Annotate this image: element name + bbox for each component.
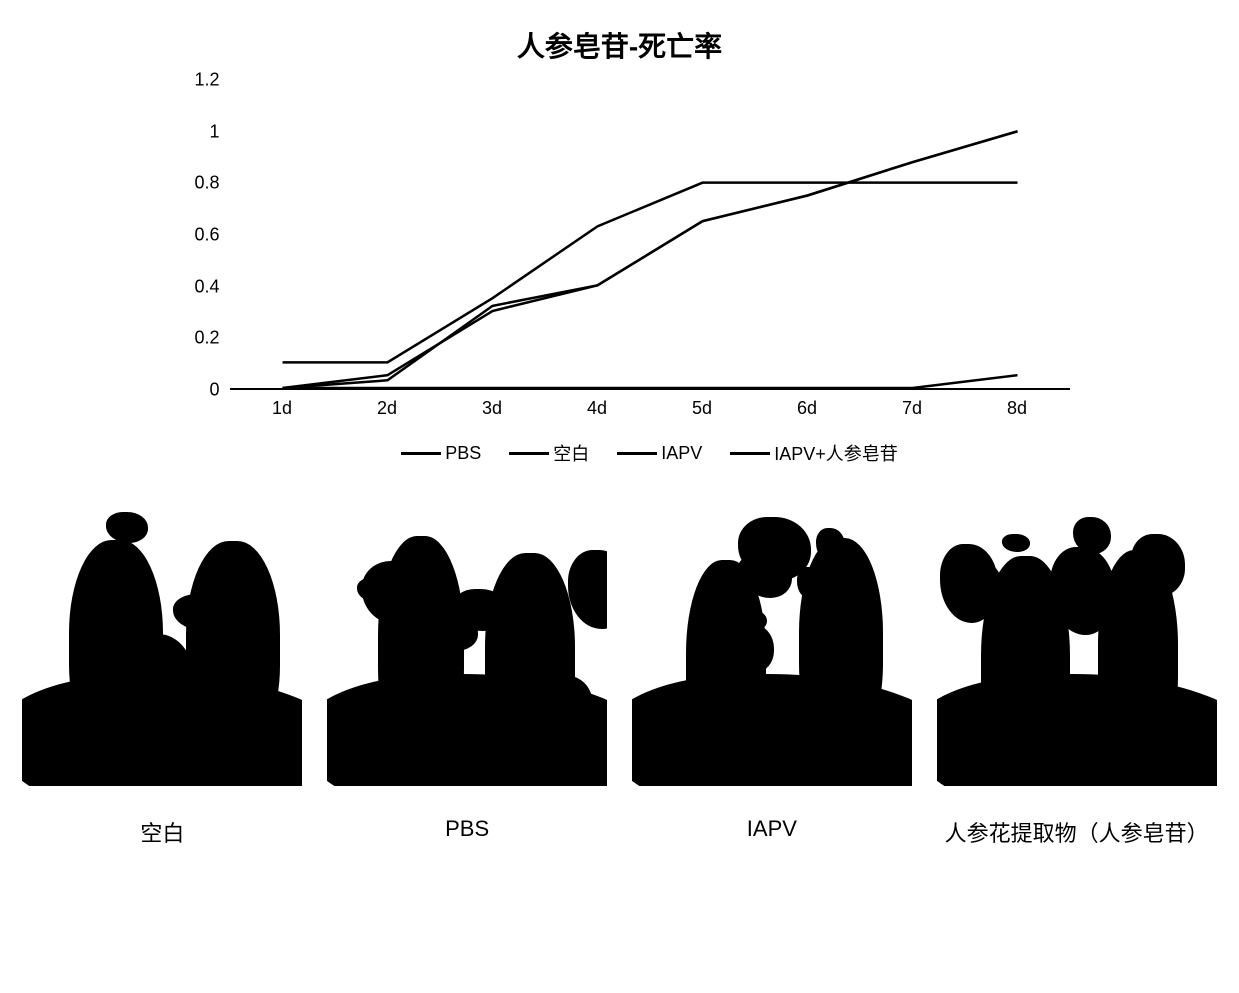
photo-row: 空白 PBS IAPV 人参花提取物（人参皂苷）: [0, 476, 1239, 848]
legend-item: 空白: [509, 440, 589, 466]
series-line: [282, 131, 1017, 388]
legend-dash-icon: [617, 452, 657, 455]
legend-label: PBS: [445, 443, 481, 464]
photo-placeholder: [22, 506, 302, 786]
legend-dash-icon: [509, 452, 549, 455]
x-tick-label: 5d: [650, 394, 755, 420]
photo-placeholder: [632, 506, 912, 786]
chart-title: 人参皂苷-死亡率: [0, 0, 1239, 80]
photo-item: IAPV: [632, 506, 912, 848]
photo-placeholder: [937, 506, 1217, 786]
y-tick-label: 0.2: [194, 328, 229, 349]
legend-dash-icon: [401, 452, 441, 455]
x-tick-label: 4d: [545, 394, 650, 420]
x-tick-label: 8d: [965, 394, 1070, 420]
x-tick-label: 3d: [440, 394, 545, 420]
legend-item: IAPV: [617, 440, 702, 466]
legend-label: IAPV+人参皂苷: [774, 440, 898, 466]
photo-placeholder: [327, 506, 607, 786]
series-line: [282, 183, 1017, 363]
y-tick-label: 1: [209, 121, 229, 142]
x-axis-labels: 1d2d3d4d5d6d7d8d: [230, 394, 1070, 420]
x-tick-label: 6d: [755, 394, 860, 420]
legend-item: PBS: [401, 440, 481, 466]
photo-item: 人参花提取物（人参皂苷）: [937, 506, 1217, 848]
plot-region: 00.20.40.60.811.2: [230, 80, 1070, 390]
chart-legend: PBS 空白 IAPV IAPV+人参皂苷: [230, 420, 1070, 476]
y-tick-label: 0: [209, 380, 229, 401]
y-tick-label: 0.4: [194, 276, 229, 297]
chart-area: 00.20.40.60.811.2 1d2d3d4d5d6d7d8d PBS 空白…: [170, 80, 1070, 476]
y-tick-label: 0.8: [194, 173, 229, 194]
x-tick-label: 1d: [230, 394, 335, 420]
x-tick-label: 7d: [860, 394, 965, 420]
y-tick-label: 1.2: [194, 70, 229, 91]
legend-dash-icon: [730, 452, 770, 455]
legend-item: IAPV+人参皂苷: [730, 440, 898, 466]
photo-item: 空白: [22, 506, 302, 848]
photo-item: PBS: [327, 506, 607, 848]
photo-caption: 空白: [22, 786, 302, 848]
line-svg: [230, 80, 1070, 388]
y-tick-label: 0.6: [194, 225, 229, 246]
photo-caption: IAPV: [632, 786, 912, 842]
photo-caption: PBS: [327, 786, 607, 842]
legend-label: 空白: [553, 440, 589, 466]
x-tick-label: 2d: [335, 394, 440, 420]
legend-label: IAPV: [661, 443, 702, 464]
series-line: [282, 131, 1017, 388]
photo-caption: 人参花提取物（人参皂苷）: [937, 786, 1217, 848]
